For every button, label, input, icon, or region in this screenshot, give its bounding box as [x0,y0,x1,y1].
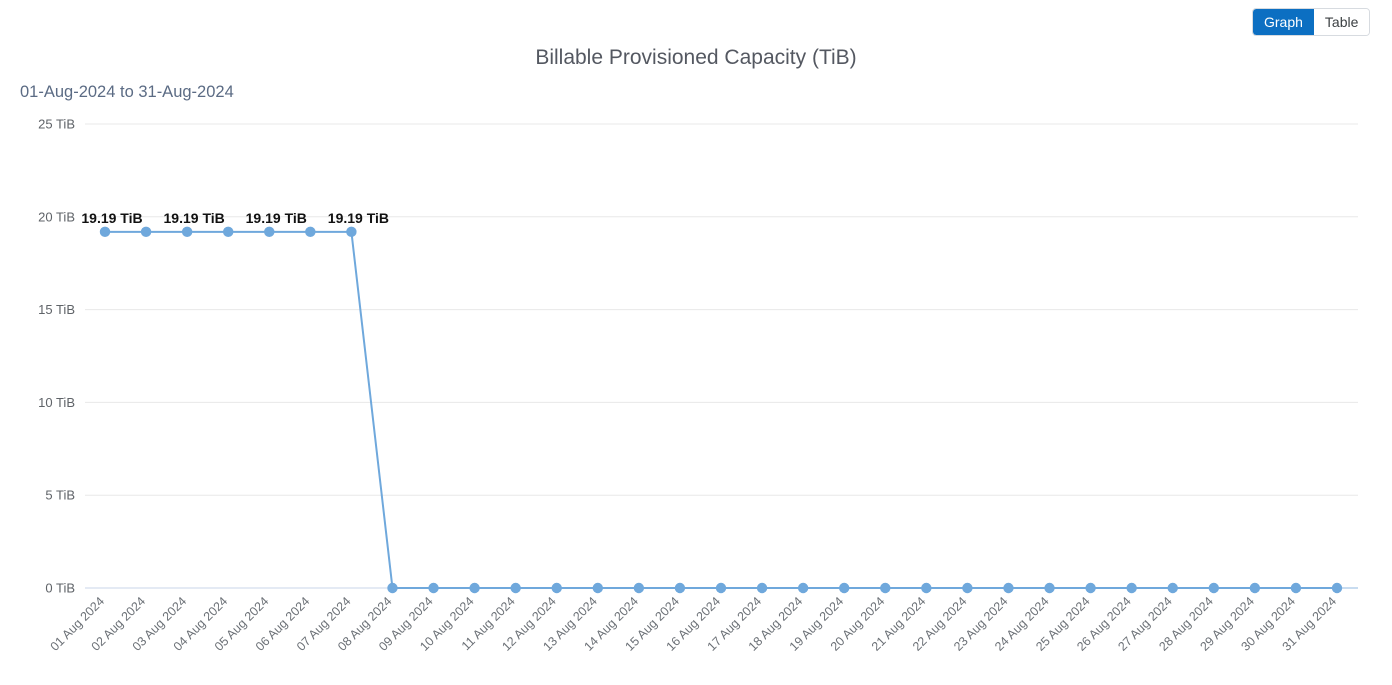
svg-text:19.19 TiB: 19.19 TiB [81,210,142,226]
svg-text:19.19 TiB: 19.19 TiB [246,210,307,226]
svg-text:5 TiB: 5 TiB [45,488,75,503]
svg-text:25 TiB: 25 TiB [38,117,75,132]
svg-text:10 TiB: 10 TiB [38,395,75,410]
svg-text:19.19 TiB: 19.19 TiB [328,210,389,226]
svg-text:20 TiB: 20 TiB [38,209,75,224]
svg-text:0 TiB: 0 TiB [45,581,75,596]
svg-text:15 TiB: 15 TiB [38,302,75,317]
svg-text:19.19 TiB: 19.19 TiB [164,210,225,226]
